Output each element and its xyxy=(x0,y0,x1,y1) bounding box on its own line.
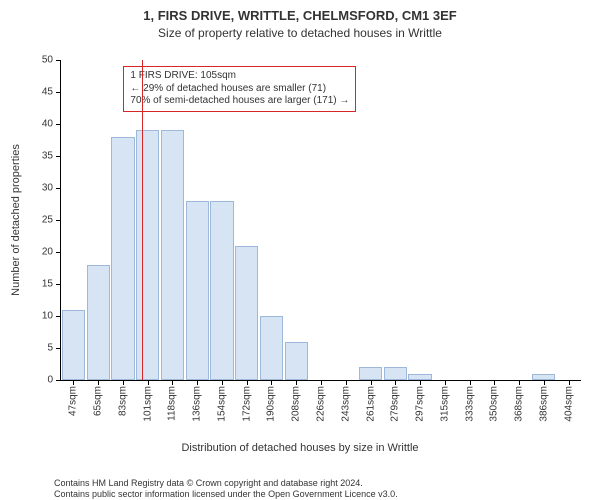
xtick-label: 190sqm xyxy=(266,386,277,422)
xtick-mark xyxy=(222,380,223,385)
xtick-mark xyxy=(494,380,495,385)
xtick-mark xyxy=(197,380,198,385)
chart-container: { "layout": { "plot": { "left": 60, "top… xyxy=(0,0,600,500)
ytick-label: 50 xyxy=(42,55,61,66)
chart-footer: Contains HM Land Registry data © Crown c… xyxy=(54,478,590,500)
xtick-label: 136sqm xyxy=(192,386,203,422)
xtick-label: 315sqm xyxy=(439,386,450,422)
xtick-mark xyxy=(371,380,372,385)
xtick-mark xyxy=(445,380,446,385)
xtick-label: 65sqm xyxy=(93,386,104,416)
footer-line2: Contains public sector information licen… xyxy=(54,489,590,500)
xtick-label: 386sqm xyxy=(538,386,549,422)
xtick-label: 333sqm xyxy=(464,386,475,422)
histogram-bar xyxy=(186,201,209,380)
reference-line xyxy=(142,60,143,380)
xtick-label: 208sqm xyxy=(291,386,302,422)
xtick-label: 297sqm xyxy=(415,386,426,422)
ytick-label: 10 xyxy=(42,311,61,322)
histogram-bar xyxy=(359,367,382,380)
xtick-label: 118sqm xyxy=(167,386,178,421)
annotation-line: 1 FIRS DRIVE: 105sqm xyxy=(130,70,349,83)
xtick-label: 226sqm xyxy=(316,386,327,422)
histogram-bar xyxy=(87,265,110,380)
xtick-label: 368sqm xyxy=(514,386,525,422)
histogram-bar xyxy=(260,316,283,380)
xtick-label: 83sqm xyxy=(117,386,128,416)
x-axis-label: Distribution of detached houses by size … xyxy=(0,442,600,454)
xtick-mark xyxy=(569,380,570,385)
ytick-label: 35 xyxy=(42,151,61,162)
ytick-label: 30 xyxy=(42,183,61,194)
histogram-bar xyxy=(111,137,134,380)
xtick-mark xyxy=(98,380,99,385)
xtick-label: 172sqm xyxy=(241,386,252,422)
histogram-bar xyxy=(136,130,159,380)
xtick-mark xyxy=(346,380,347,385)
xtick-mark xyxy=(148,380,149,385)
xtick-mark xyxy=(420,380,421,385)
xtick-mark xyxy=(519,380,520,385)
ytick-label: 20 xyxy=(42,247,61,258)
ytick-label: 0 xyxy=(47,375,61,386)
ytick-label: 5 xyxy=(47,343,61,354)
annotation-line: 70% of semi-detached houses are larger (… xyxy=(130,95,349,108)
histogram-bar xyxy=(235,246,258,380)
plot-area: 1 FIRS DRIVE: 105sqm← 29% of detached ho… xyxy=(60,60,581,381)
xtick-mark xyxy=(544,380,545,385)
xtick-label: 279sqm xyxy=(390,386,401,422)
annotation-box: 1 FIRS DRIVE: 105sqm← 29% of detached ho… xyxy=(123,66,356,112)
xtick-label: 404sqm xyxy=(563,386,574,422)
xtick-label: 154sqm xyxy=(216,386,227,422)
histogram-bar xyxy=(161,130,184,380)
chart-title-line1: 1, FIRS DRIVE, WRITTLE, CHELMSFORD, CM1 … xyxy=(0,8,600,23)
xtick-label: 101sqm xyxy=(142,386,153,422)
xtick-mark xyxy=(247,380,248,385)
xtick-label: 261sqm xyxy=(365,386,376,422)
y-axis-label: Number of detached properties xyxy=(10,144,22,296)
chart-title-line2: Size of property relative to detached ho… xyxy=(0,26,600,40)
xtick-mark xyxy=(470,380,471,385)
annotation-line: ← 29% of detached houses are smaller (71… xyxy=(130,83,349,96)
xtick-mark xyxy=(296,380,297,385)
ytick-label: 25 xyxy=(42,215,61,226)
xtick-label: 243sqm xyxy=(340,386,351,422)
ytick-label: 15 xyxy=(42,279,61,290)
xtick-mark xyxy=(73,380,74,385)
xtick-mark xyxy=(395,380,396,385)
histogram-bar xyxy=(384,367,407,380)
xtick-label: 350sqm xyxy=(489,386,500,422)
xtick-label: 47sqm xyxy=(68,386,79,416)
xtick-mark xyxy=(321,380,322,385)
xtick-mark xyxy=(271,380,272,385)
footer-line1: Contains HM Land Registry data © Crown c… xyxy=(54,478,590,489)
ytick-label: 40 xyxy=(42,119,61,130)
xtick-mark xyxy=(172,380,173,385)
ytick-label: 45 xyxy=(42,87,61,98)
histogram-bar xyxy=(62,310,85,380)
histogram-bar xyxy=(210,201,233,380)
histogram-bar xyxy=(285,342,308,380)
xtick-mark xyxy=(123,380,124,385)
